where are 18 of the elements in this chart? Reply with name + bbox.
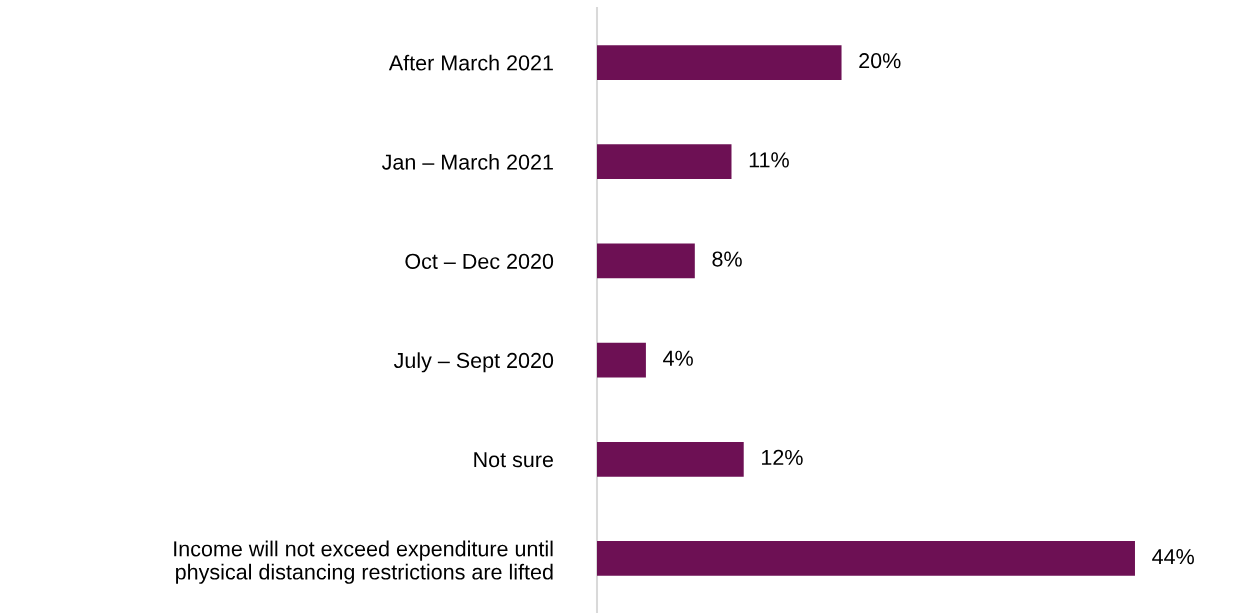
bar xyxy=(597,541,1135,576)
y-tick-label: Income will not exceed expenditure until physical distancing restrictions are lifted xyxy=(174,540,553,584)
y-tick-label: July – Sept 2020 xyxy=(393,352,554,373)
data-label: 8% xyxy=(712,251,742,267)
y-tick-label: After March 2021 xyxy=(388,54,553,71)
y-tick-label: Oct – Dec 2020 xyxy=(405,253,554,269)
bar xyxy=(597,144,732,180)
y-tick-label: Jan – March 2021 xyxy=(381,153,553,170)
bar xyxy=(597,243,695,279)
data-label: 44% xyxy=(1152,549,1194,565)
bar xyxy=(597,342,646,378)
bar xyxy=(597,45,842,80)
y-tick-label: Not sure xyxy=(474,452,553,468)
data-label: 11% xyxy=(749,152,789,168)
data-label: 12% xyxy=(762,449,803,465)
bar xyxy=(597,441,744,477)
data-label: 4% xyxy=(663,350,693,366)
data-label: 20% xyxy=(859,53,901,69)
